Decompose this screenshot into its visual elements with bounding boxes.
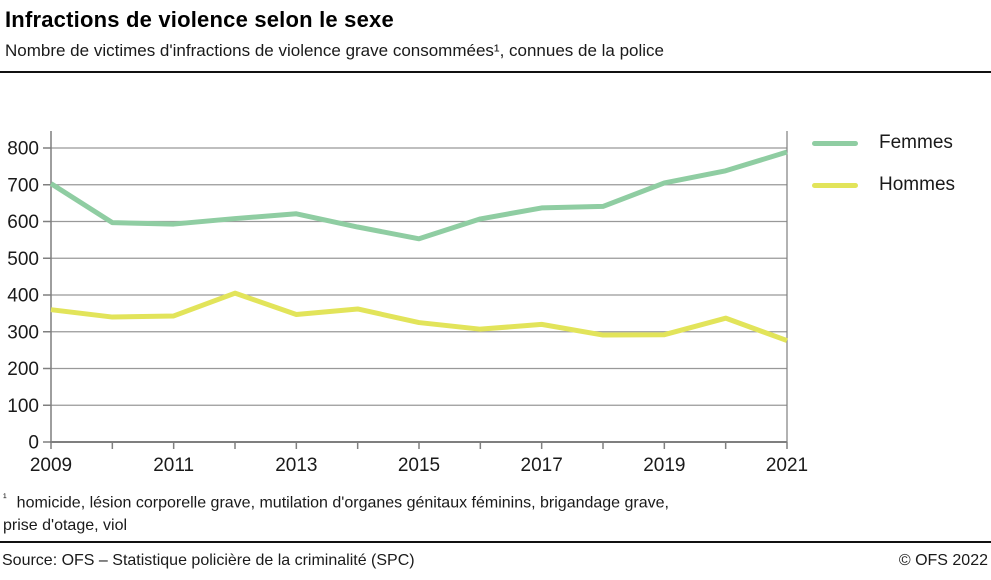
footnote-marker: ¹: [3, 492, 7, 504]
x-tick-label-2017: 2017: [521, 455, 563, 476]
page-title: Infractions de violence selon le sexe: [5, 7, 394, 32]
line-chart: 0 100 200 300 400 500 600 700 800 2009 2011 2013 201…: [7, 131, 808, 476]
femmes-line-swatch: [812, 140, 858, 146]
legend-item-femmes: Femmes: [812, 131, 955, 155]
x-tick-label-2013: 2013: [275, 455, 317, 476]
footnote-line-1: ¹ homicide, lésion corporelle grave, muti…: [3, 487, 985, 514]
header-divider: [0, 71, 991, 73]
footer-divider: [0, 541, 991, 544]
footer: Source: OFS – Statistique policière de l…: [0, 543, 991, 570]
copyright-text: © OFS 2022: [898, 552, 988, 570]
y-tick-label-300: 300: [7, 322, 39, 343]
y-tick-label-500: 500: [7, 249, 39, 270]
footnote-line-2: prise d'otage, viol: [3, 517, 128, 535]
y-tick-label-800: 800: [7, 139, 39, 160]
y-tick-label-400: 400: [7, 286, 39, 307]
page-subtitle: Nombre de victimes d'infractions de viol…: [5, 41, 665, 60]
series-line-femmes: [49, 149, 788, 242]
legend-label-hommes: Hommes: [879, 174, 956, 195]
y-tick-label-0: 0: [28, 433, 39, 454]
y-tick-label-200: 200: [7, 359, 39, 380]
hommes-line-swatch: [812, 182, 858, 188]
x-tick-label-2015: 2015: [398, 455, 440, 476]
x-tick-label-2009: 2009: [30, 455, 72, 476]
footnote: ¹ homicide, lésion corporelle grave, muti…: [0, 483, 991, 537]
source-text: Source: OFS – Statistique policière de l…: [2, 552, 415, 570]
chart-legend: Femmes Hommes: [812, 131, 955, 215]
y-tick-label-600: 600: [7, 212, 39, 233]
y-tick-label-700: 700: [7, 175, 39, 196]
y-tick-label-100: 100: [7, 396, 39, 417]
chart-area: 0 100 200 300 400 500 600 700 800 2009 2011 2013 201…: [0, 73, 991, 483]
x-tick-label-2011: 2011: [153, 455, 194, 476]
x-tick-label-2021: 2021: [766, 455, 808, 476]
legend-label-femmes: Femmes: [879, 132, 953, 153]
series-line-hommes: [50, 290, 788, 343]
footnote-text-1: homicide, lésion corporelle grave, mutil…: [16, 494, 669, 512]
legend-item-hommes: Hommes: [812, 173, 955, 197]
x-tick-label-2019: 2019: [643, 455, 685, 476]
